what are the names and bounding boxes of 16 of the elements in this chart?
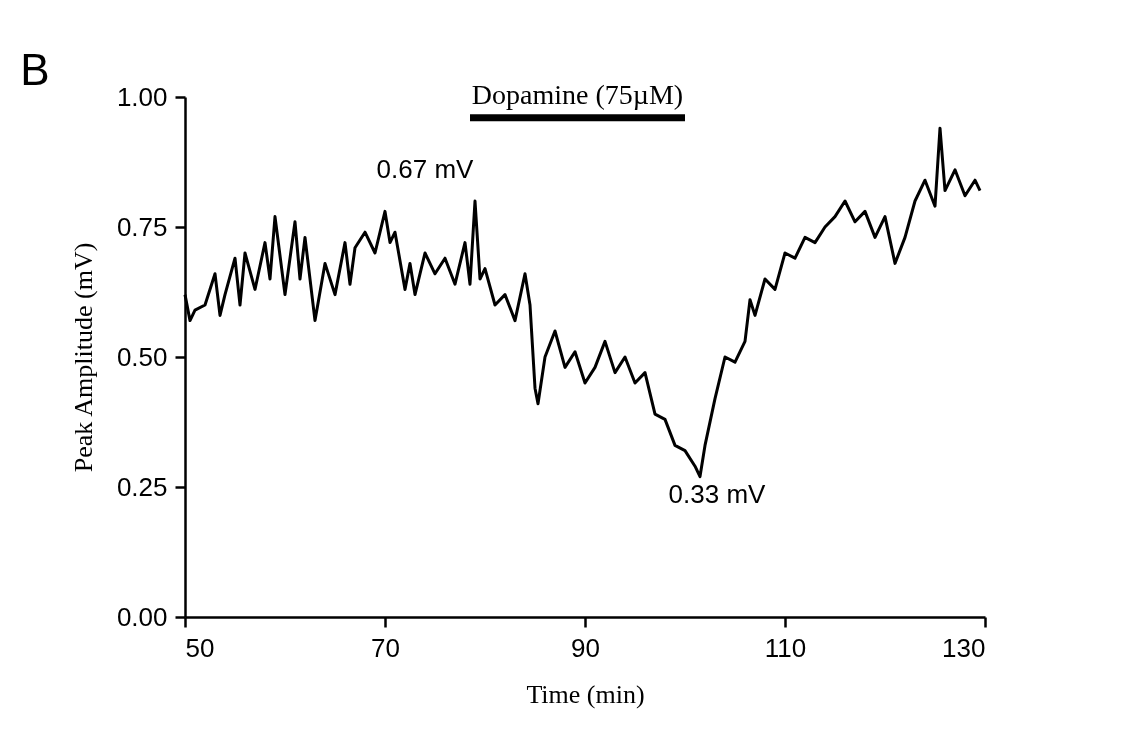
annotation: 0.67 mV <box>376 153 475 184</box>
x-tick-label: 130 <box>942 632 986 663</box>
x-tick-label: 90 <box>571 632 600 663</box>
x-tick-label: 110 <box>764 632 807 663</box>
text: B <box>20 45 50 94</box>
y-tick-label: 0.50 <box>116 341 168 372</box>
y-tick-label: 1.00 <box>116 81 168 112</box>
x-tick-label: 70 <box>371 632 400 663</box>
x-tick-label: 50 <box>185 632 215 663</box>
series-label: Dopamine (75µM) <box>471 78 684 110</box>
x-axis-title: Time (min) <box>526 679 645 709</box>
y-axis-title: Peak Amplitude (mV) <box>68 242 98 473</box>
y-tick-label: 0.75 <box>116 211 168 242</box>
y-tick-label: 0.00 <box>116 601 168 632</box>
y-tick-label: 0.25 <box>116 471 168 502</box>
annotation: 0.33 mV <box>668 478 767 509</box>
